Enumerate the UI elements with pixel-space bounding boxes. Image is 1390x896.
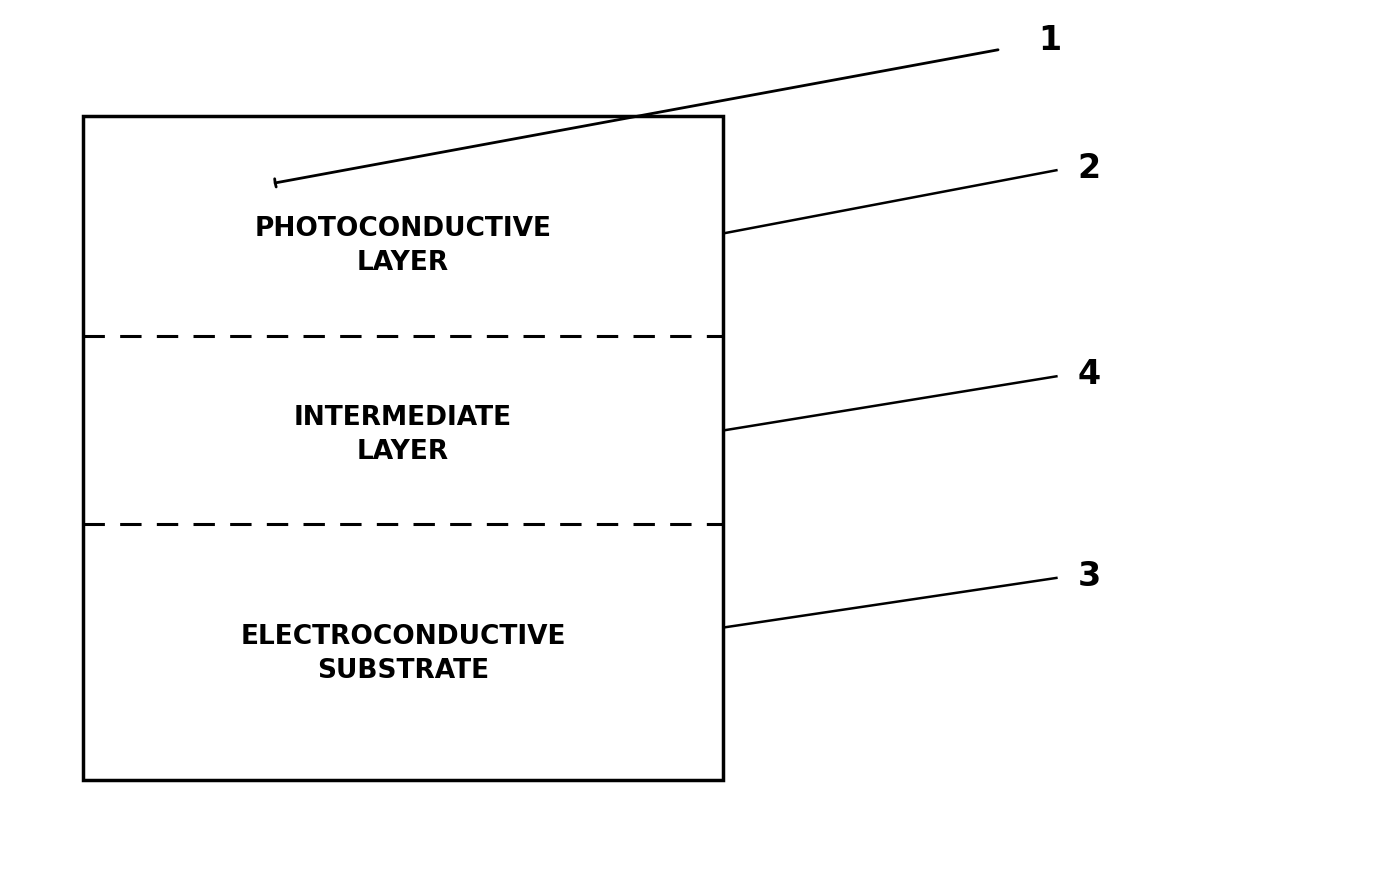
Text: ELECTROCONDUCTIVE
SUBSTRATE: ELECTROCONDUCTIVE SUBSTRATE bbox=[240, 625, 566, 684]
Text: 4: 4 bbox=[1077, 358, 1101, 391]
Text: 3: 3 bbox=[1077, 560, 1101, 592]
Text: PHOTOCONDUCTIVE
LAYER: PHOTOCONDUCTIVE LAYER bbox=[254, 217, 552, 276]
Text: INTERMEDIATE
LAYER: INTERMEDIATE LAYER bbox=[295, 405, 512, 464]
Text: 2: 2 bbox=[1077, 152, 1101, 185]
Text: 1: 1 bbox=[1038, 24, 1061, 56]
Bar bbox=[83, 116, 723, 780]
